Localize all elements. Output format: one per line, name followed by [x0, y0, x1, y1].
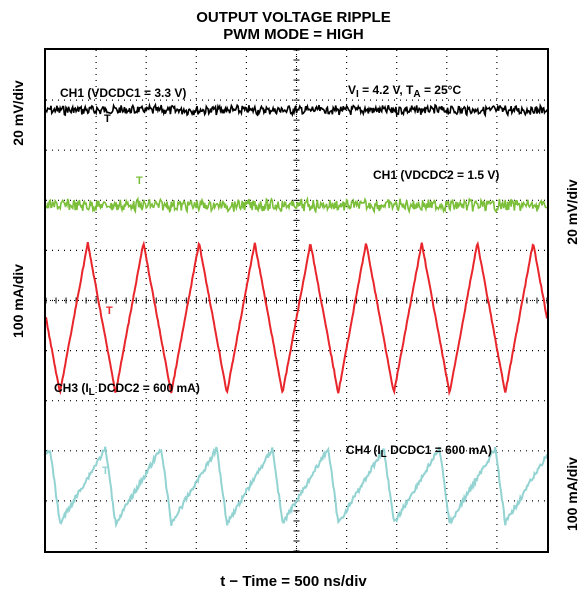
- scope-screen: T T T T CH1 (VDCDC1 = 3.3 V) VI = 4.2 V, TA…: [44, 48, 549, 553]
- trace-1: [46, 102, 547, 118]
- vi-symbol: V: [348, 83, 357, 97]
- marker-4: T: [102, 465, 109, 477]
- trace-3: [46, 240, 547, 397]
- trigger-markers: T T T T: [102, 113, 143, 477]
- ch1-vdcdc1-label: CH1 (VDCDC1 = 3.3 V): [60, 86, 187, 100]
- conditions-label: VI = 4.2 V, TA = 25°C: [348, 83, 461, 100]
- ta-subscript: A: [413, 89, 421, 100]
- trace-4: [46, 446, 547, 529]
- chart-subtitle: PWM MODE = HIGH: [223, 26, 364, 43]
- ch3-label: CH3 (IL DCDC2 = 600 mA): [54, 381, 200, 398]
- right-axis-label-bottom: 100 mA/div: [564, 457, 580, 531]
- ch3-label-part1: CH3 (I: [54, 381, 89, 395]
- ch1-vdcdc2-label: CH1 (VDCDC2 = 1.5 V): [373, 168, 500, 182]
- ch4-label-sub: L: [380, 449, 387, 460]
- traces: [46, 102, 547, 529]
- ch4-label: CH4 (IL DCDC1 = 600 mA): [346, 443, 492, 460]
- marker-2: T: [136, 175, 143, 187]
- ch4-label-part2: DCDC1 = 600 mA): [386, 443, 492, 457]
- marker-1: T: [104, 113, 111, 125]
- ch4-label-part1: CH4 (I: [346, 443, 381, 457]
- left-axis-label-top: 20 mV/div: [10, 80, 26, 146]
- marker-3: T: [106, 305, 113, 317]
- trace-2: [46, 196, 547, 215]
- left-axis-label-bottom: 100 mA/div: [10, 264, 26, 338]
- plot-area: T T T T: [46, 50, 547, 551]
- right-axis-label-top: 20 mV/div: [564, 179, 580, 245]
- vi-value: = 4.2 V, T: [358, 83, 414, 97]
- x-axis-label: t − Time = 500 ns/div: [220, 573, 367, 590]
- ta-value: = 25°C: [420, 83, 462, 97]
- chart-title: OUTPUT VOLTAGE RIPPLE: [196, 9, 391, 26]
- ch3-label-part2: DCDC2 = 600 mA): [94, 381, 200, 395]
- grid: [46, 50, 547, 551]
- vi-subscript: I: [356, 89, 359, 100]
- ch3-label-sub: L: [88, 387, 95, 398]
